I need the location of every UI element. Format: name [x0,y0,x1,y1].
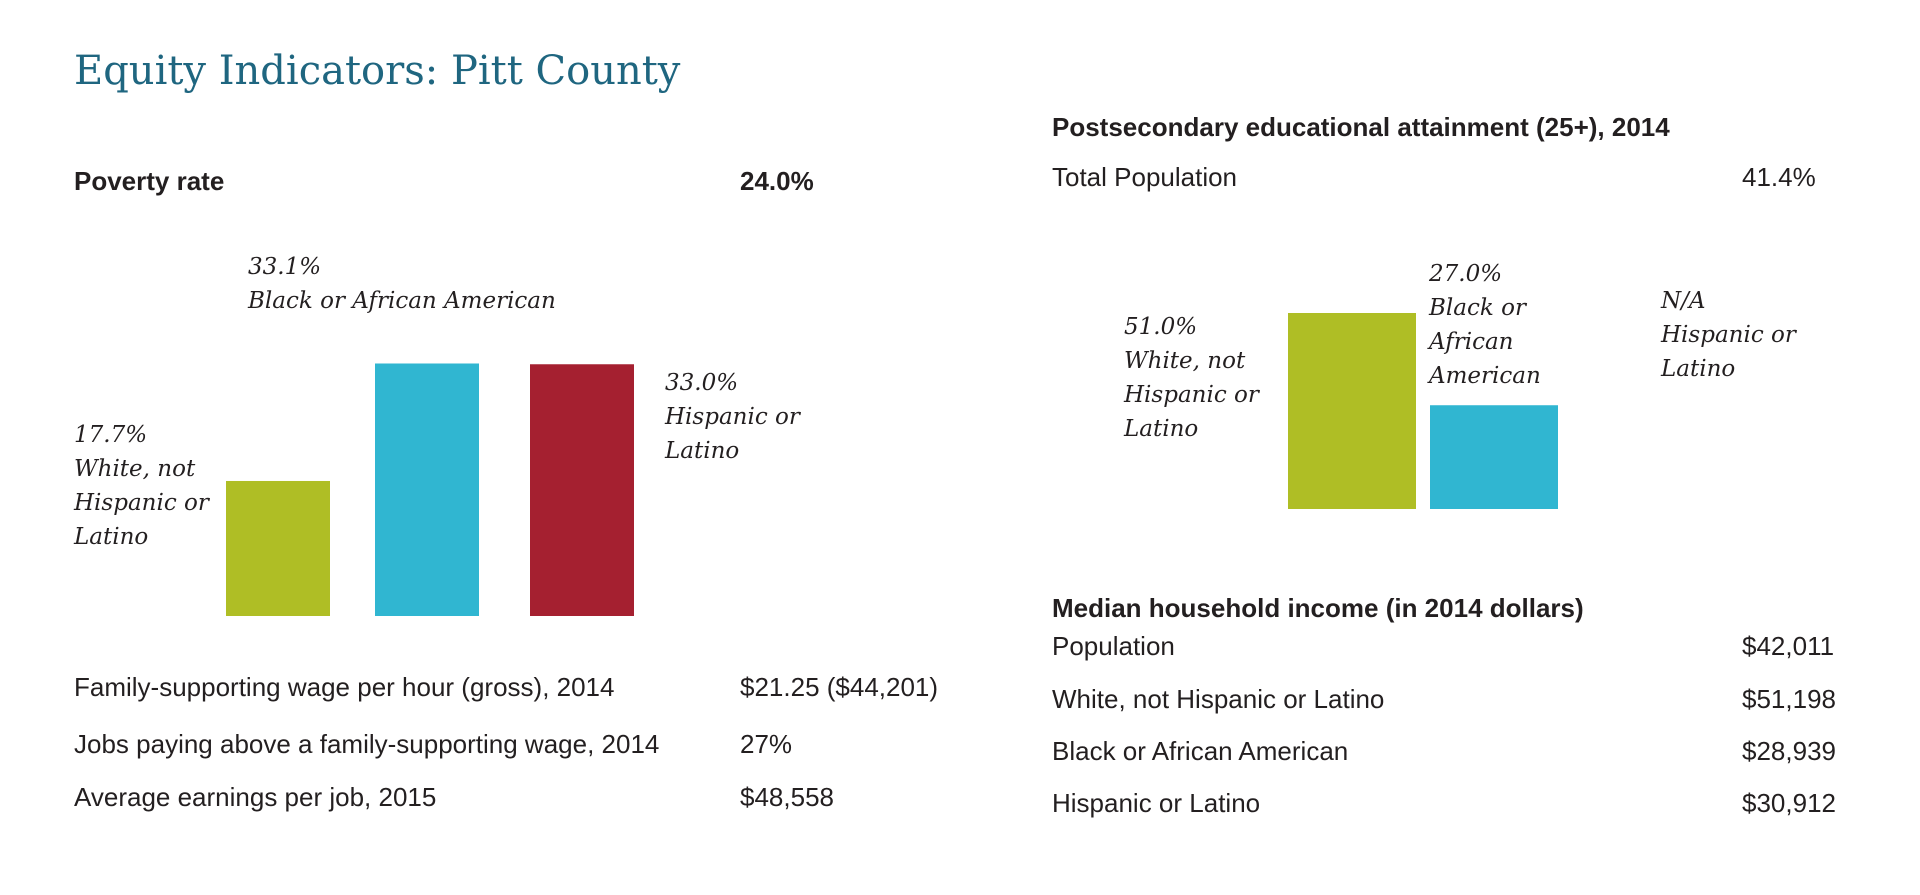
poverty-bar-white [226,480,330,616]
postsec-label-hispanic: N/A Hispanic or Latino [1661,284,1796,386]
income-row-label: Hispanic or Latino [1052,788,1261,818]
postsec-label-black-line2: African [1429,329,1514,355]
poverty-label-hispanic-line2: Latino [665,438,740,464]
poverty-label-white-line3: Latino [74,524,149,550]
poverty-label-white: 17.7% White, not Hispanic or Latino [74,418,209,554]
wage-row-label: Family-supporting wage per hour (gross),… [74,672,615,702]
postsec-label-white-line3: Latino [1124,416,1199,442]
postsec-label-white-line1: White, not [1124,348,1246,374]
poverty-label-black-value: 33.1% [248,254,322,280]
poverty-heading: Poverty rate [74,166,225,196]
income-row-value: $51,198 [1742,684,1836,714]
postsec-label-hispanic-line1: Hispanic or [1661,322,1796,348]
page-title: Equity Indicators: Pitt County [74,48,681,94]
postsec-label-black-line1: Black or [1429,295,1526,321]
income-row-value: $42,011 [1742,631,1835,661]
poverty-total-value: 24.0% [740,166,814,196]
income-row-value: $28,939 [1742,736,1836,766]
postsec-label-black-line3: American [1429,363,1541,389]
wage-row-value: $21.25 ($44,201) [740,672,939,702]
postsecondary-heading: Postsecondary educational attainment (25… [1052,112,1670,142]
poverty-label-hispanic-value: 33.0% [665,370,739,396]
income-row-label: White, not Hispanic or Latino [1052,684,1385,714]
postsec-label-hispanic-value: N/A [1661,288,1706,314]
poverty-label-hispanic-line1: Hispanic or [665,404,800,430]
postsec-label-white-line2: Hispanic or [1124,382,1259,408]
poverty-label-white-line2: Hispanic or [74,490,209,516]
income-heading: Median household income (in 2014 dollars… [1052,593,1584,623]
postsec-label-black: 27.0% Black or African American [1429,257,1541,393]
postsec-bar-white [1288,313,1416,509]
postsec-label-white: 51.0% White, not Hispanic or Latino [1124,310,1259,446]
income-row-value: $30,912 [1742,788,1836,818]
wage-row-label: Jobs paying above a family-supporting wa… [74,729,660,759]
postsecondary-total-value: 41.4% [1742,162,1816,192]
postsec-label-hispanic-line2: Latino [1661,356,1736,382]
wage-row-value: $48,558 [740,782,834,812]
postsec-bar-black [1430,405,1558,509]
poverty-bar-hispanic [530,364,634,616]
poverty-label-black: 33.1% Black or African American [248,250,556,318]
income-row-label: Population [1052,631,1175,661]
poverty-label-white-line1: White, not [74,456,196,482]
income-row-label: Black or African American [1052,736,1349,766]
postsec-label-black-value: 27.0% [1429,261,1503,287]
poverty-label-hispanic: 33.0% Hispanic or Latino [665,366,800,468]
poverty-label-black-line1: Black or African American [248,288,556,314]
postsec-label-white-value: 51.0% [1124,314,1198,340]
wage-row-value: 27% [740,729,793,759]
postsecondary-total-label: Total Population [1052,162,1238,192]
poverty-bar-black [375,363,479,616]
wage-row-label: Average earnings per job, 2015 [74,782,437,812]
poverty-label-white-value: 17.7% [74,422,148,448]
